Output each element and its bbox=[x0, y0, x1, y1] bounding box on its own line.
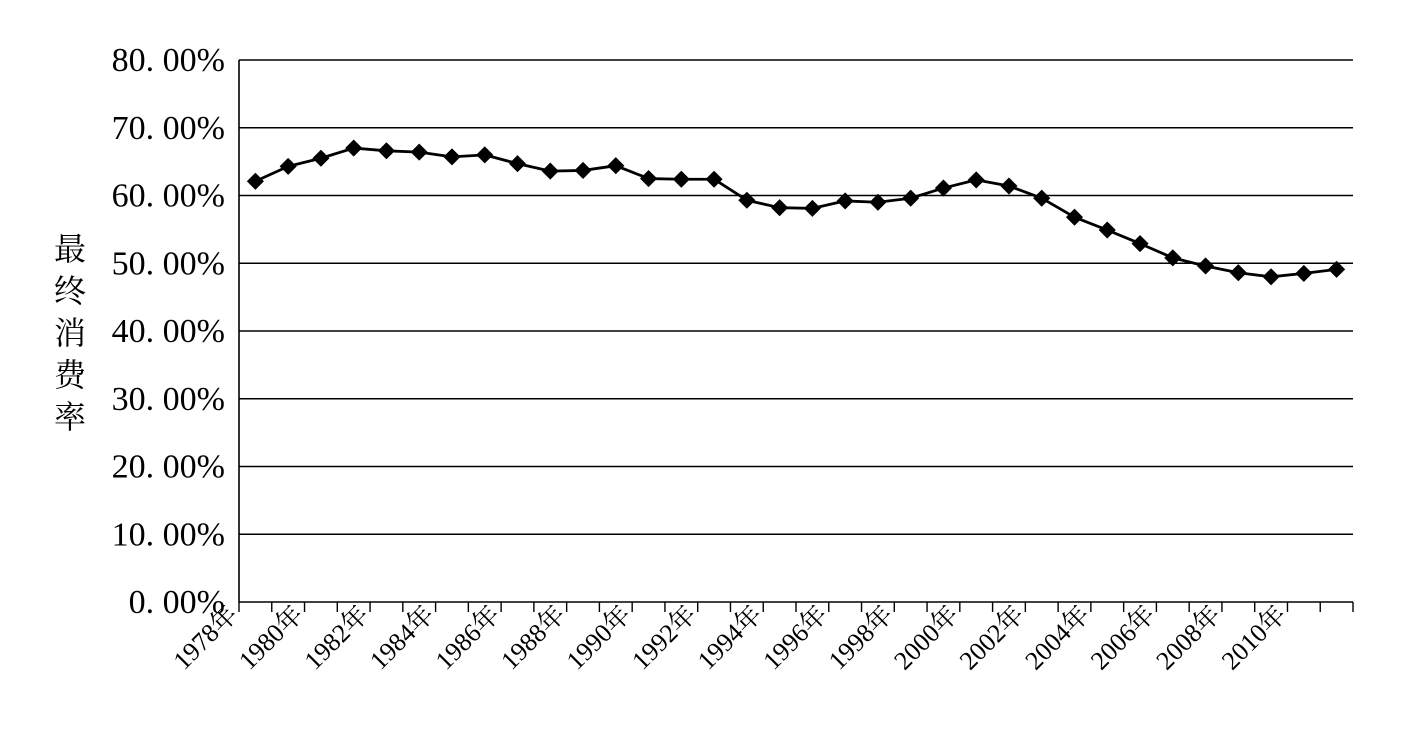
svg-text:终: 终 bbox=[54, 266, 86, 312]
svg-text:率: 率 bbox=[54, 392, 86, 438]
svg-text:10. 00%: 10. 00% bbox=[112, 516, 225, 553]
svg-text:70. 00%: 70. 00% bbox=[112, 110, 225, 147]
svg-text:最: 最 bbox=[54, 224, 86, 270]
svg-text:60. 00%: 60. 00% bbox=[112, 178, 225, 215]
svg-text:30. 00%: 30. 00% bbox=[112, 381, 225, 418]
svg-text:40. 00%: 40. 00% bbox=[112, 313, 225, 350]
svg-text:50. 00%: 50. 00% bbox=[112, 245, 225, 282]
svg-text:80. 00%: 80. 00% bbox=[112, 42, 225, 79]
svg-text:消: 消 bbox=[54, 308, 86, 354]
svg-text:费: 费 bbox=[54, 350, 87, 396]
svg-text:20. 00%: 20. 00% bbox=[112, 449, 225, 486]
